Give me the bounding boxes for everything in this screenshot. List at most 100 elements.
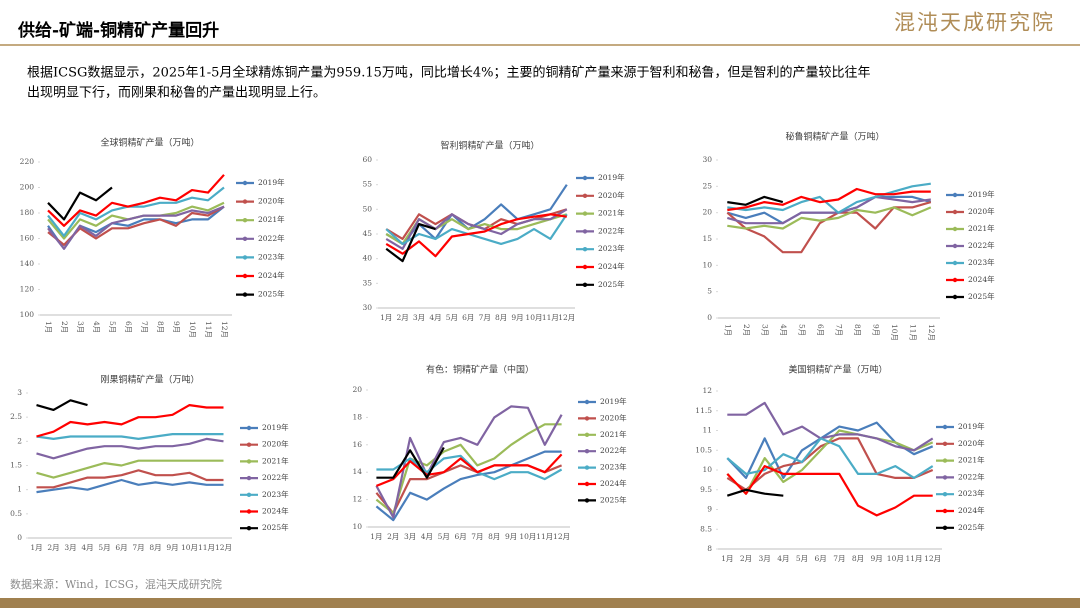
series-line: [727, 187, 931, 212]
legend-label: 2023年: [600, 462, 627, 472]
x-tick-label: 8月: [852, 554, 864, 563]
y-tick-label: 0.5: [10, 509, 22, 518]
series-line: [726, 488, 784, 497]
legend-marker: [242, 180, 248, 186]
series-line: [727, 206, 932, 230]
y-tick-label: 2.5: [10, 412, 22, 421]
y-tick-label: 5: [707, 287, 712, 296]
x-tick-label: 9月: [166, 543, 178, 552]
legend-marker: [582, 247, 588, 252]
legend-marker: [952, 192, 958, 198]
x-tick-label: 3月: [760, 324, 769, 336]
chart-title: 全球铜精矿产量（万吨）: [100, 137, 199, 149]
x-tick-label: 1月: [723, 324, 732, 336]
y-tick-label: 12: [352, 495, 362, 504]
y-tick-label: 0: [707, 313, 712, 322]
x-tick-label: 3月: [759, 554, 771, 563]
x-tick-label: 10月: [519, 532, 536, 541]
x-tick-label: 2月: [742, 324, 751, 336]
x-tick-label: 11月: [204, 321, 213, 338]
chart-title: 美国铜精矿产量（万吨）: [788, 364, 887, 376]
x-tick-label: 4月: [429, 313, 441, 322]
legend-marker: [942, 424, 948, 430]
x-tick-label: 10月: [525, 313, 542, 322]
y-tick-label: 8.5: [700, 524, 712, 533]
chart-title: 智利铜精矿产量（万吨）: [440, 140, 539, 152]
x-tick-label: 1月: [370, 532, 382, 541]
y-tick-label: 20: [702, 208, 712, 217]
series-line: [726, 195, 931, 225]
legend-label: 2021年: [258, 214, 285, 224]
legend-marker: [582, 193, 588, 198]
y-tick-label: 100: [20, 310, 35, 319]
series-line: [375, 464, 563, 515]
x-tick-label: 1月: [721, 554, 733, 563]
x-tick-label: 11月: [536, 532, 553, 541]
legend-marker: [952, 209, 958, 215]
legend-marker: [952, 277, 958, 283]
series-line: [727, 401, 934, 452]
series-line: [726, 201, 932, 254]
x-tick-label: 8月: [495, 313, 507, 322]
legend-label: 2024年: [600, 478, 627, 488]
legend-label: 2025年: [598, 279, 625, 289]
y-tick-label: 10: [702, 465, 712, 474]
legend-label: 2022年: [258, 233, 285, 243]
y-tick-label: 120: [20, 285, 35, 294]
x-tick-label: 12月: [553, 532, 570, 541]
legend-label: 2019年: [958, 421, 985, 431]
y-tick-label: 3: [17, 388, 22, 397]
legend-label: 2020年: [598, 190, 625, 200]
y-tick-label: 140: [20, 259, 35, 268]
legend-marker: [242, 236, 248, 241]
legend-marker: [584, 432, 590, 437]
legend-label: 2021年: [262, 455, 289, 465]
x-tick-label: 4月: [81, 543, 93, 552]
legend-label: 2019年: [598, 172, 625, 182]
series-line: [375, 423, 562, 515]
legend-marker: [584, 498, 590, 503]
x-tick-label: 3月: [76, 321, 85, 333]
legend-label: 2020年: [262, 439, 289, 449]
legend-label: 2020年: [600, 412, 627, 422]
legend-label: 2022年: [958, 471, 985, 481]
legend-marker: [242, 292, 248, 297]
y-tick-label: 160: [20, 234, 35, 243]
series-line: [47, 174, 225, 227]
x-tick-label: 5月: [797, 324, 806, 336]
y-tick-label: 9.5: [700, 485, 712, 494]
y-tick-label: 8: [707, 544, 712, 553]
legend-marker: [942, 525, 948, 530]
legend-marker: [582, 282, 588, 287]
body-text: 根据ICSG数据显示，2025年1-5月全球精炼铜产量为959.15万吨，同比增…: [27, 65, 871, 81]
x-tick-label: 5月: [796, 554, 808, 563]
x-tick-label: 11月: [542, 313, 559, 322]
series-line: [385, 213, 567, 258]
y-tick-label: 12: [702, 386, 712, 395]
legend-label: 2020年: [958, 438, 985, 448]
legend-marker: [942, 475, 948, 480]
x-tick-label: 4月: [779, 324, 788, 336]
y-tick-label: 60: [362, 155, 372, 164]
y-tick-label: 45: [362, 229, 372, 238]
series-line: [47, 186, 113, 221]
series-line: [36, 469, 224, 489]
legend-label: 2020年: [258, 196, 285, 206]
series-line: [385, 223, 436, 263]
series-line: [727, 195, 784, 206]
x-tick-label: 5月: [98, 543, 110, 552]
legend-marker: [242, 273, 248, 279]
legend-label: 2022年: [968, 240, 995, 250]
series-line: [726, 429, 934, 495]
legend-marker: [246, 425, 252, 431]
y-tick-label: 1.5: [10, 461, 22, 470]
legend-label: 2022年: [598, 225, 625, 235]
legend-label: 2022年: [262, 472, 289, 482]
legend-marker: [582, 264, 588, 270]
x-tick-label: 10月: [890, 324, 899, 341]
legend-label: 2021年: [958, 455, 985, 465]
legend-label: 2024年: [958, 505, 985, 515]
y-tick-label: 180: [20, 208, 35, 217]
y-tick-label: 220: [20, 157, 35, 166]
legend-label: 2023年: [958, 488, 985, 498]
